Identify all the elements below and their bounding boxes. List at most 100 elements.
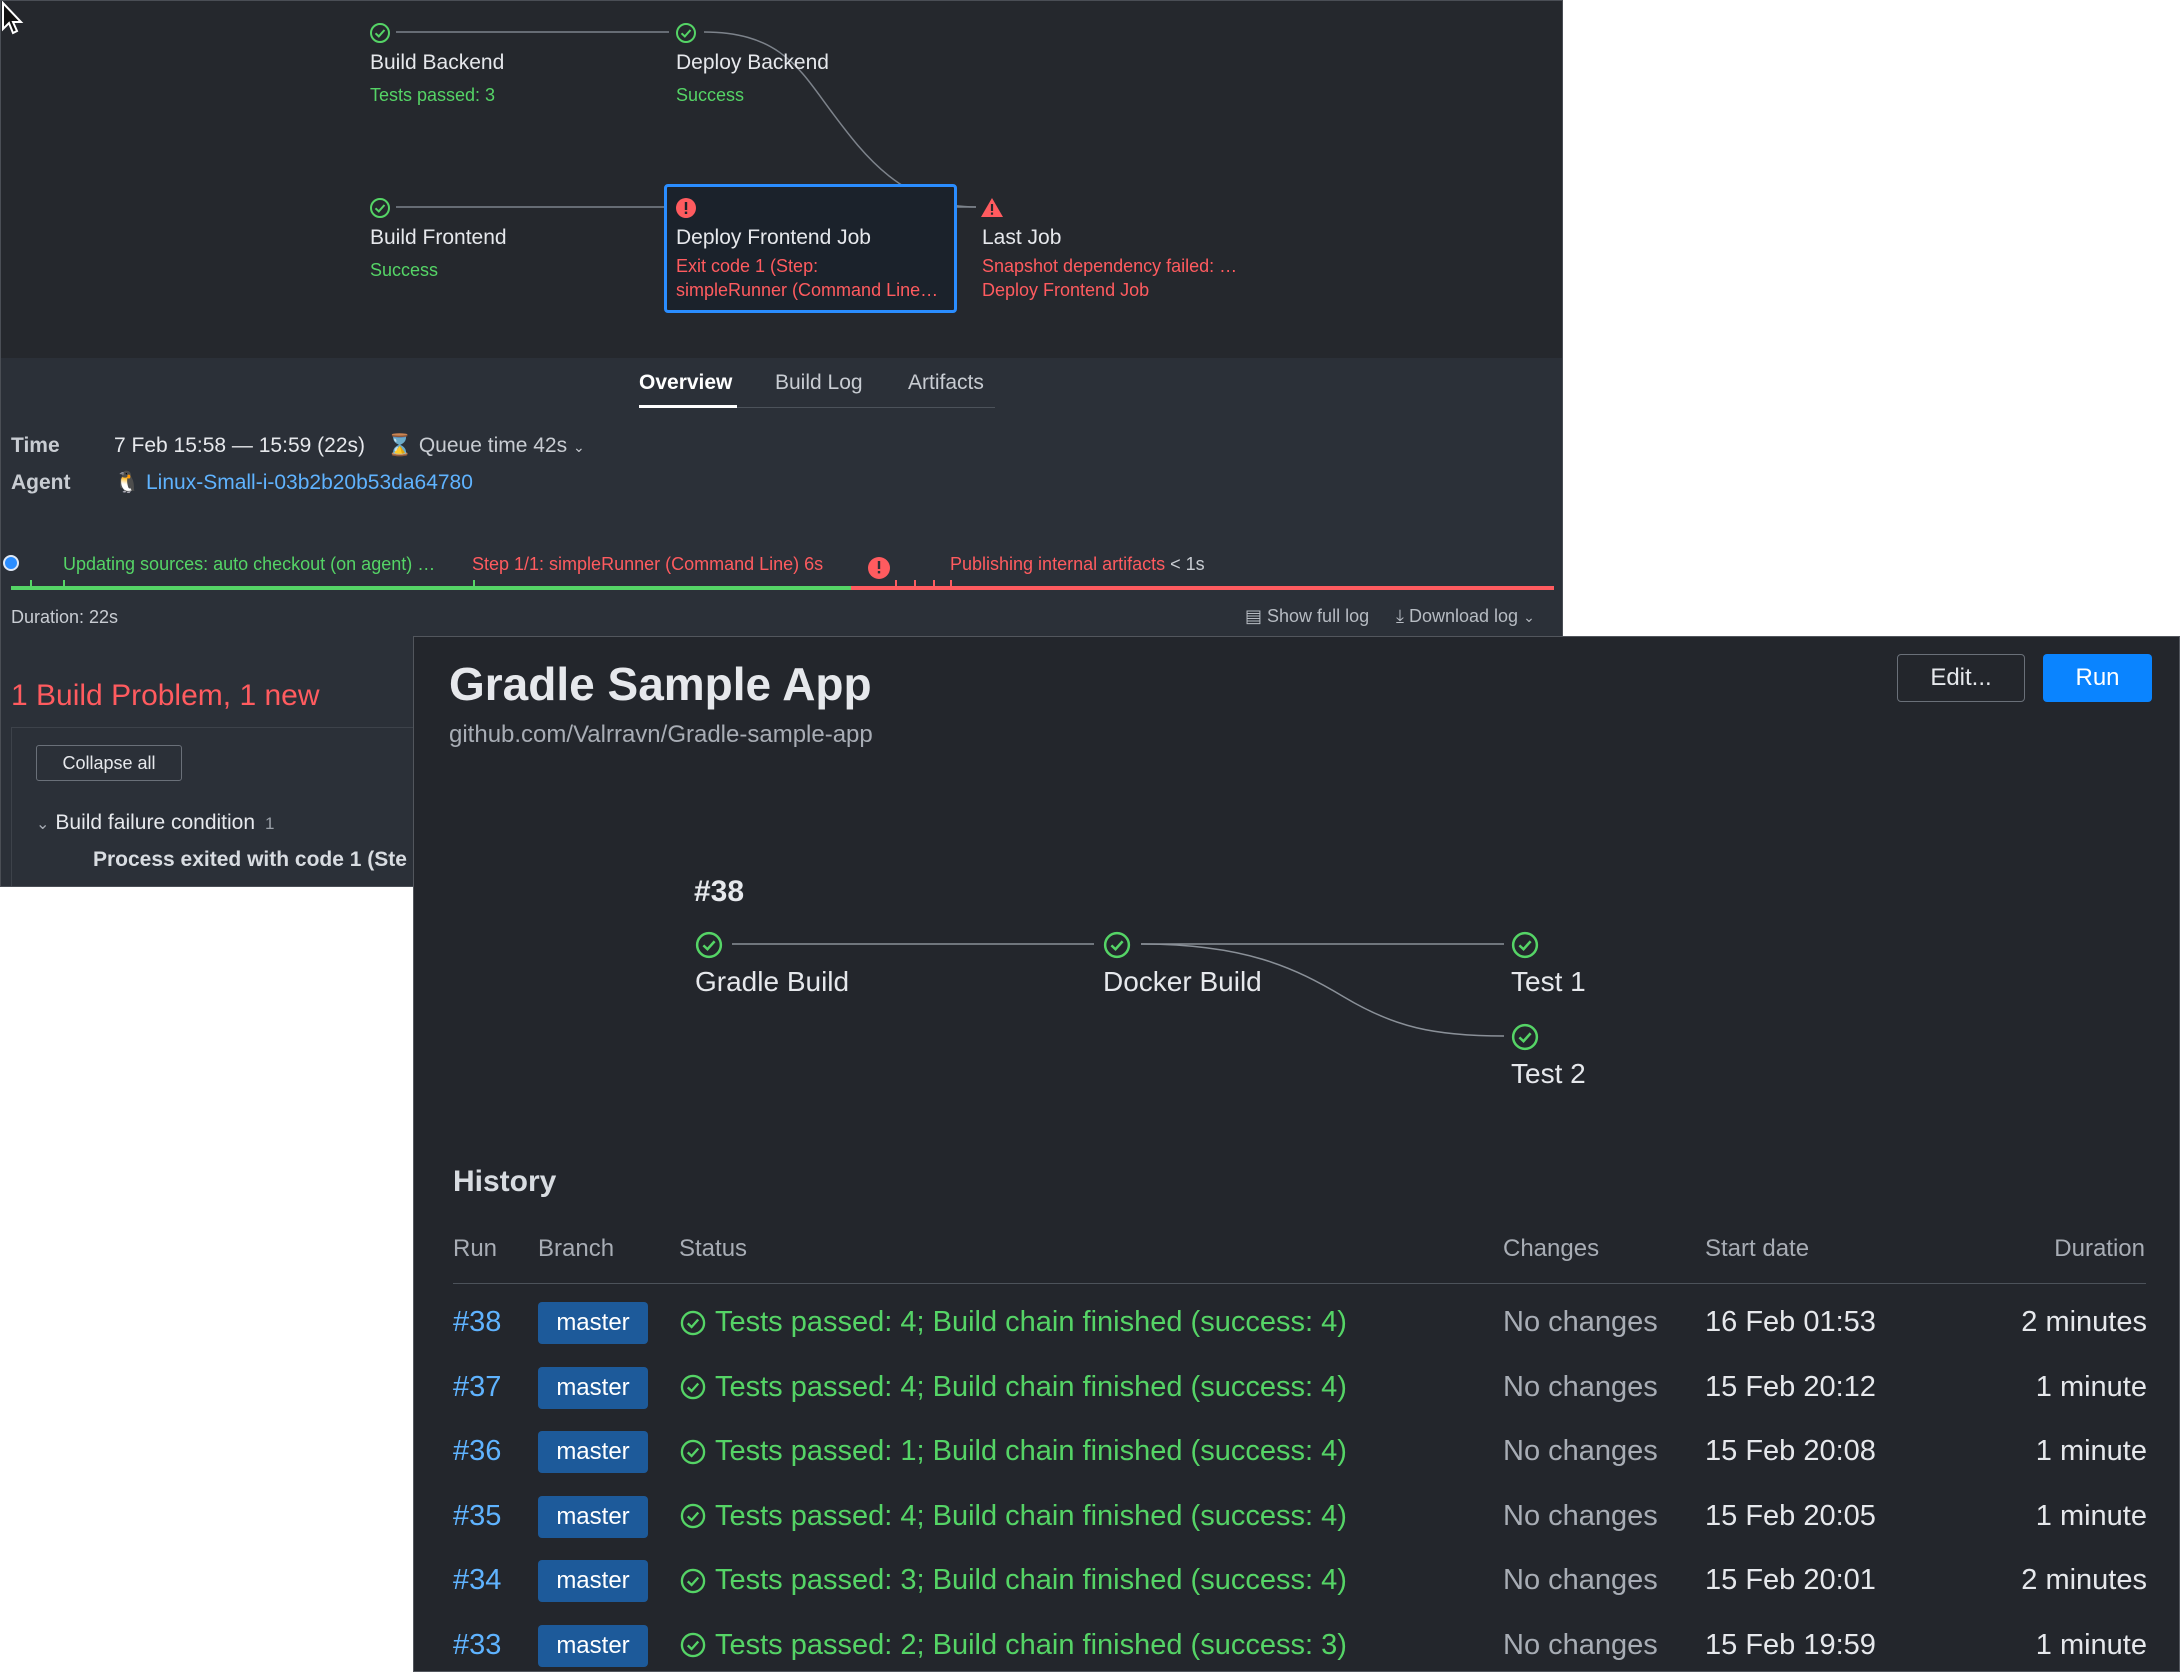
column-changes: Changes: [1503, 1235, 1600, 1262]
node-gradle-build[interactable]: Gradle Build: [695, 966, 850, 997]
status-cell[interactable]: Tests passed: 4; Build chain finished (s…: [679, 1500, 1347, 1533]
node-docker-build[interactable]: Docker Build: [1103, 966, 1262, 997]
build-duration: Duration: 22s: [11, 607, 119, 627]
node-test-1[interactable]: Test 1: [1511, 966, 1586, 997]
changes-cell: No changes: [1503, 1628, 1658, 1661]
success-check-icon: [1511, 1023, 1539, 1051]
branch-badge[interactable]: master: [538, 1366, 648, 1409]
run-link[interactable]: #38: [453, 1306, 502, 1338]
run-link[interactable]: #34: [453, 1564, 502, 1596]
failure-count: 1: [265, 814, 275, 833]
edit-button[interactable]: Edit...: [1897, 654, 2025, 702]
node-name: Build Backend: [370, 51, 505, 74]
run-link[interactable]: #37: [453, 1370, 502, 1403]
success-check-icon: [680, 1632, 706, 1658]
table-row[interactable]: #34 master Tests passed: 3; Build chain fi…: [414, 1550, 2179, 1614]
duration-cell: 2 minutes: [2021, 1306, 2147, 1338]
queue-time[interactable]: ⌛ Queue time 42s ⌄: [387, 434, 585, 457]
error-icon: [676, 198, 696, 218]
log-icon: ▤: [1245, 606, 1263, 626]
status-text: Tests passed: 4; Build chain finished (s…: [715, 1370, 1347, 1403]
branch-badge[interactable]: master: [538, 1495, 648, 1538]
table-header-divider: [453, 1283, 2146, 1284]
page-title: Gradle Sample App: [449, 658, 872, 710]
run-button[interactable]: Run: [2043, 654, 2152, 702]
success-check-icon: [370, 198, 390, 218]
duration-cell: 1 minute: [2035, 1370, 2147, 1403]
table-row[interactable]: #38 master Tests passed: 4; Build chain fi…: [414, 1292, 2179, 1356]
status-text: Tests passed: 3; Build chain finished (s…: [715, 1564, 1347, 1596]
success-check-icon: [1103, 931, 1131, 959]
time-range: 7 Feb 15:58 — 15:59 (22s): [114, 434, 365, 457]
repository-url[interactable]: github.com/Valrravn/Gradle-sample-app: [449, 721, 873, 748]
warning-icon: [981, 198, 1003, 217]
status-cell[interactable]: Tests passed: 3; Build chain finished (s…: [679, 1564, 1347, 1597]
duration-cell: 2 minutes: [2021, 1564, 2147, 1596]
success-check-icon: [680, 1503, 706, 1529]
node-name: Build Frontend: [370, 226, 507, 249]
run-link[interactable]: #33: [453, 1628, 502, 1661]
failure-condition-toggle[interactable]: ⌄ Build failure condition 1: [36, 811, 275, 835]
branch-badge[interactable]: master: [538, 1431, 648, 1473]
chevron-down-icon: ⌄: [1523, 609, 1535, 625]
build-step-timeline: [3, 555, 1554, 590]
node-test-2[interactable]: Test 2: [1511, 1058, 1586, 1089]
status-cell[interactable]: Tests passed: 4; Build chain finished (s…: [679, 1371, 1347, 1404]
table-row[interactable]: #35 master Tests passed: 4; Build chain fi…: [414, 1486, 2179, 1550]
mouse-cursor-icon: [2, 1, 24, 35]
build-details-window: Build Backend Tests passed: 3 Deploy Bac…: [0, 0, 1563, 887]
tab-artifacts[interactable]: Artifacts: [908, 371, 984, 394]
status-cell[interactable]: Tests passed: 2; Build chain finished (s…: [679, 1629, 1347, 1662]
duration-cell: 1 minute: [2035, 1499, 2147, 1532]
node-status-line-1: Exit code 1 (Step:: [676, 256, 819, 276]
run-link[interactable]: #35: [453, 1499, 502, 1532]
success-check-icon: [680, 1568, 706, 1593]
table-row[interactable]: #37 master Tests passed: 4; Build chain fi…: [414, 1357, 2179, 1421]
column-branch: Branch: [538, 1235, 615, 1262]
queue-time-value: Queue time 42s: [418, 434, 568, 457]
collapse-all-button[interactable]: Collapse all: [36, 745, 182, 781]
failure-condition-label: Build failure condition: [55, 811, 256, 834]
branch-badge[interactable]: master: [538, 1302, 648, 1344]
step-name: Publishing internal artifacts: [950, 554, 1166, 574]
table-row[interactable]: #33 master Tests passed: 2; Build chain fi…: [414, 1615, 2179, 1672]
branch-badge[interactable]: master: [538, 1624, 648, 1667]
active-tab-indicator: [639, 405, 737, 408]
time-label: Time: [11, 434, 60, 457]
download-log-link[interactable]: ⤓ Download log ⌄: [1396, 606, 1535, 627]
status-cell[interactable]: Tests passed: 1; Build chain finished (s…: [679, 1435, 1347, 1468]
hourglass-icon: ⌛: [386, 434, 413, 457]
show-full-log-label: Show full log: [1267, 606, 1370, 626]
agent-label: Agent: [11, 471, 71, 494]
run-link[interactable]: #36: [453, 1435, 502, 1467]
start-date-cell: 15 Feb 19:59: [1705, 1628, 1876, 1661]
node-status-line-2: Deploy Frontend Job: [982, 280, 1150, 300]
column-run: Run: [453, 1235, 498, 1262]
download-icon: ⤓: [1396, 606, 1404, 626]
tab-build-log[interactable]: Build Log: [775, 371, 863, 394]
changes-cell: No changes: [1503, 1499, 1658, 1532]
changes-cell: No changes: [1503, 1370, 1658, 1403]
status-text: Tests passed: 1; Build chain finished (s…: [715, 1435, 1347, 1467]
step-updating-sources[interactable]: Updating sources: auto checkout (on agen…: [63, 554, 436, 574]
selected-node-frame[interactable]: [664, 184, 957, 313]
project-window: Gradle Sample App github.com/Valrravn/Gr…: [413, 636, 2180, 1672]
node-status: Success: [676, 85, 745, 105]
download-log-label: Download log: [1408, 606, 1519, 626]
start-date-cell: 16 Feb 01:53: [1705, 1306, 1876, 1338]
duration-cell: 1 minute: [2035, 1628, 2147, 1661]
step-publishing-artifacts[interactable]: Publishing internal artifacts < 1s: [950, 554, 1205, 575]
tab-overview[interactable]: Overview: [639, 371, 733, 394]
agent-link[interactable]: Linux-Small-i-03b2b20b53da64780: [146, 471, 473, 494]
step-simple-runner[interactable]: Step 1/1: simpleRunner (Command Line) 6s: [472, 554, 824, 574]
column-status: Status: [679, 1235, 748, 1262]
success-check-icon: [695, 931, 723, 959]
table-row[interactable]: #36 master Tests passed: 1; Build chain fi…: [414, 1421, 2179, 1485]
success-check-icon: [680, 1310, 706, 1335]
status-cell[interactable]: Tests passed: 4; Build chain finished (s…: [679, 1306, 1347, 1339]
branch-badge[interactable]: master: [538, 1560, 648, 1602]
show-full-log-link[interactable]: ▤ Show full log: [1245, 606, 1369, 627]
changes-cell: No changes: [1503, 1564, 1658, 1596]
node-status-line-2: simpleRunner (Command Line…: [676, 280, 939, 300]
success-check-icon: [676, 23, 696, 43]
